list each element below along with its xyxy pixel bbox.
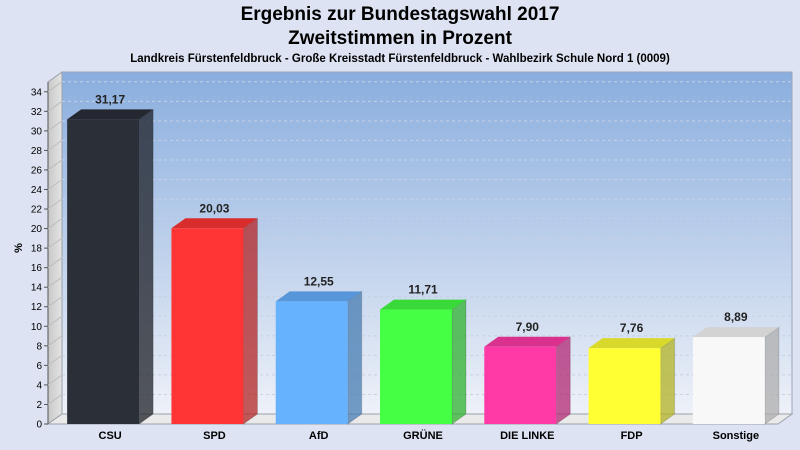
bar-spd: 20,03	[171, 201, 258, 425]
bar-value-label: 7,76	[620, 321, 644, 335]
y-tick-label: 26	[31, 165, 43, 176]
bar	[171, 228, 244, 424]
grid-line-side	[47, 159, 63, 171]
y-tick-label: 32	[31, 107, 43, 118]
y-tick-label: 14	[31, 283, 43, 294]
bar-side	[764, 326, 780, 425]
chart-subtitle: Landkreis Fürstenfeldbruck - Große Kreis…	[130, 53, 670, 65]
y-axis-label: %	[13, 243, 25, 253]
bar-top	[692, 327, 779, 338]
bar-top	[484, 336, 571, 347]
grid-line-side	[47, 276, 63, 288]
y-tick-label: 6	[36, 361, 42, 372]
x-tick-label: CSU	[99, 430, 122, 442]
bar	[275, 301, 348, 424]
bar-value-label: 8,89	[724, 310, 748, 324]
bar-die-linke: 7,90	[484, 320, 571, 425]
grid-line-side	[47, 374, 63, 386]
grid-line-side	[47, 394, 63, 405]
bar-csu: 31,17	[67, 92, 154, 425]
bar	[588, 348, 661, 424]
bar-grüne: 11,71	[380, 283, 467, 425]
y-tick-label: 10	[31, 322, 43, 333]
grid-line-side	[47, 218, 63, 229]
bar-sonstige: 8,89	[692, 310, 780, 425]
grid-line-side	[47, 257, 63, 269]
bar-top	[380, 299, 466, 310]
bar-value-label: 11,71	[408, 283, 438, 297]
y-tick-label: 30	[31, 126, 43, 137]
bar-fdp: 7,76	[588, 321, 676, 425]
chart-title: Ergebnis zur Bundestagswahl 2017	[240, 4, 560, 25]
x-tick-label: Sonstige	[713, 430, 759, 442]
bar-side	[138, 108, 154, 425]
grid-line-side	[47, 296, 63, 308]
y-tick-label: 2	[36, 400, 42, 411]
bar-afd: 12,55	[275, 274, 363, 425]
x-tick-label: DIE LINKE	[500, 430, 554, 442]
x-tick-label: SPD	[203, 430, 226, 442]
x-tick-label: GRÜNE	[403, 429, 443, 442]
bar-top	[67, 109, 154, 120]
grid-line-side	[47, 120, 63, 132]
y-tick-label: 12	[31, 302, 43, 313]
bar-value-label: 12,55	[304, 274, 334, 288]
bar-side	[451, 298, 467, 425]
grid-line-side	[47, 139, 63, 151]
bar-side	[555, 335, 571, 425]
bar	[692, 337, 765, 424]
y-tick-label: 34	[31, 87, 43, 98]
y-tick-label: 8	[36, 341, 42, 352]
y-tick-label: 18	[31, 244, 43, 255]
y-tick-label: 28	[31, 146, 43, 157]
grid-line-side	[47, 237, 63, 249]
grid-line-side	[47, 81, 63, 93]
y-tick-label: 16	[31, 263, 43, 274]
grid-line-side	[47, 315, 63, 327]
x-tick-label: AfD	[309, 430, 329, 442]
bar-value-label: 7,90	[516, 320, 540, 334]
grid-line-side	[47, 179, 63, 190]
y-tick-label: 24	[31, 185, 43, 196]
bar-side	[242, 217, 258, 425]
grid-line-side	[47, 354, 63, 366]
bar	[484, 346, 557, 424]
y-tick-label: 0	[36, 420, 42, 431]
bar-top	[588, 338, 675, 349]
grid-line-side	[47, 335, 63, 347]
x-tick-label: FDP	[621, 430, 643, 442]
chart-title-line2: Zweitstimmen in Prozent	[288, 28, 512, 49]
bar	[380, 309, 452, 424]
bar-side	[347, 290, 363, 425]
y-tick-label: 20	[31, 224, 43, 235]
grid-line-side	[47, 100, 63, 112]
bar-top	[171, 218, 258, 229]
plot-side-wall	[47, 71, 63, 425]
bar-value-label: 31,17	[95, 92, 125, 106]
bar-top	[275, 291, 362, 302]
bar	[67, 119, 140, 425]
bar-value-label: 20,03	[199, 201, 229, 215]
grid-line-side	[47, 198, 63, 210]
bar-side	[660, 337, 676, 425]
y-tick-label: 22	[31, 205, 43, 216]
y-tick-label: 4	[36, 380, 42, 391]
